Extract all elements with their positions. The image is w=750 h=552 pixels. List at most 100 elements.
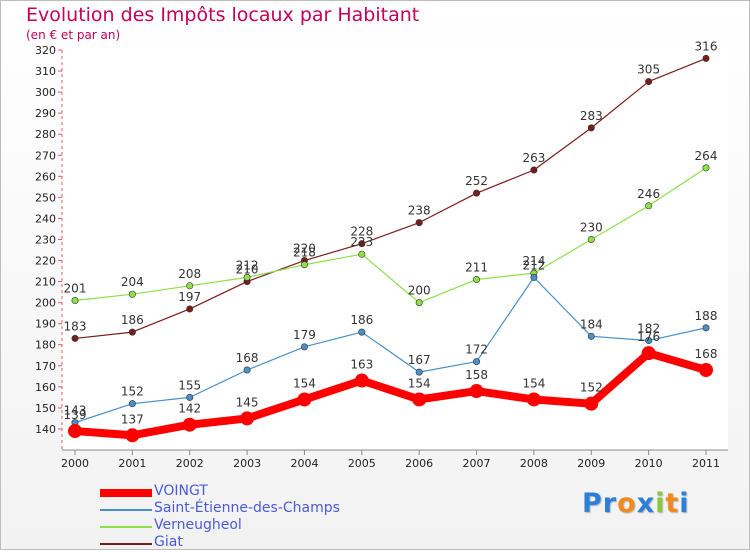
logo-letter: t <box>665 488 680 519</box>
data-label: 176 <box>637 330 660 344</box>
data-point <box>240 411 255 426</box>
data-label: 142 <box>178 402 201 416</box>
data-point <box>358 240 366 248</box>
data-label: 152 <box>121 385 144 399</box>
y-tick-label: 140 <box>35 423 56 436</box>
data-label: 145 <box>236 395 259 409</box>
data-label: 182 <box>637 322 660 336</box>
data-point <box>645 337 653 345</box>
data-label: 264 <box>695 149 718 163</box>
data-point <box>186 393 194 401</box>
data-label: 143 <box>64 404 87 418</box>
data-point <box>587 124 595 132</box>
data-point <box>128 290 136 298</box>
x-tick-label: 2004 <box>290 457 318 470</box>
data-label: 163 <box>350 358 373 372</box>
data-label: 197 <box>178 290 201 304</box>
series-line-saint-tienne-des-champs <box>74 276 707 424</box>
data-point <box>182 417 197 432</box>
logo-letter: o <box>617 488 637 519</box>
data-label: 316 <box>695 39 718 53</box>
data-point <box>702 324 710 332</box>
data-label: 211 <box>465 260 488 274</box>
data-label: 168 <box>695 347 718 361</box>
logo-letter: x <box>636 488 656 519</box>
data-point <box>128 400 136 408</box>
data-label: 172 <box>465 343 488 357</box>
data-point <box>469 384 484 399</box>
data-label: 200 <box>408 284 431 298</box>
y-tick-label: 190 <box>35 318 56 331</box>
data-point <box>243 273 251 281</box>
data-point <box>584 396 599 411</box>
data-label: 167 <box>408 353 431 367</box>
data-point <box>645 202 653 210</box>
y-tick-label: 320 <box>35 44 56 57</box>
y-tick-label: 180 <box>35 339 56 352</box>
data-label: 305 <box>637 63 660 77</box>
legend-swatch <box>100 525 152 528</box>
series-line-verneugheol <box>74 167 707 304</box>
data-label: 246 <box>637 187 660 201</box>
data-label: 238 <box>408 204 431 218</box>
data-label: 201 <box>64 282 87 296</box>
data-point <box>415 368 423 376</box>
data-label: 179 <box>293 328 316 342</box>
legend-label: Giat <box>154 534 183 550</box>
data-point <box>300 261 308 269</box>
data-point <box>415 219 423 227</box>
data-label: 154 <box>408 376 431 390</box>
x-tick-label: 2002 <box>176 457 204 470</box>
data-point <box>473 358 481 366</box>
data-label: 186 <box>350 313 373 327</box>
data-point <box>68 424 82 439</box>
proxiti-logo: Proxiti <box>582 488 690 519</box>
y-tick-label: 150 <box>35 402 56 415</box>
data-label: 139 <box>64 408 87 422</box>
y-tick-label: 240 <box>35 212 56 225</box>
data-point <box>71 297 79 305</box>
data-label: 283 <box>580 109 603 123</box>
data-label: 214 <box>522 254 545 268</box>
y-tick-label: 200 <box>35 297 56 310</box>
data-point <box>587 332 595 340</box>
chart-title: Evolution des Impôts locaux par Habitant <box>26 4 420 26</box>
data-label: 204 <box>121 275 144 289</box>
data-point <box>358 250 366 258</box>
data-label: 137 <box>121 412 144 426</box>
data-label: 186 <box>121 313 144 327</box>
series-line-voingt <box>71 349 710 440</box>
data-point <box>699 363 713 377</box>
data-point <box>186 305 194 313</box>
x-tick-label: 2000 <box>61 457 89 470</box>
data-point <box>473 275 481 283</box>
logo-letter: i <box>679 488 690 519</box>
x-tick-label: 2001 <box>118 457 146 470</box>
data-label: 212 <box>522 258 545 272</box>
logo-letter: r <box>602 488 618 519</box>
data-label: 223 <box>350 235 373 249</box>
data-point <box>641 346 656 361</box>
data-point <box>125 428 140 443</box>
data-point <box>702 164 710 172</box>
x-tick-label: 2009 <box>577 457 605 470</box>
y-tick-label: 290 <box>35 107 56 120</box>
data-label: 218 <box>293 246 316 260</box>
x-tick-label: 2008 <box>520 457 548 470</box>
y-tick-label: 220 <box>35 255 56 268</box>
legend-swatch <box>100 542 152 545</box>
y-tick-label: 260 <box>35 170 56 183</box>
data-point <box>645 78 653 86</box>
data-label: 208 <box>178 267 201 281</box>
data-point <box>300 343 308 351</box>
logo-letter: i <box>655 488 666 519</box>
data-label: 230 <box>580 220 603 234</box>
y-tick-label: 210 <box>35 276 56 289</box>
legend-label: Verneugheol <box>154 517 242 533</box>
data-point <box>415 299 423 307</box>
y-tick-label: 170 <box>35 360 56 373</box>
data-label: 212 <box>236 258 259 272</box>
y-tick-label: 270 <box>35 149 56 162</box>
y-tick-label: 280 <box>35 128 56 141</box>
